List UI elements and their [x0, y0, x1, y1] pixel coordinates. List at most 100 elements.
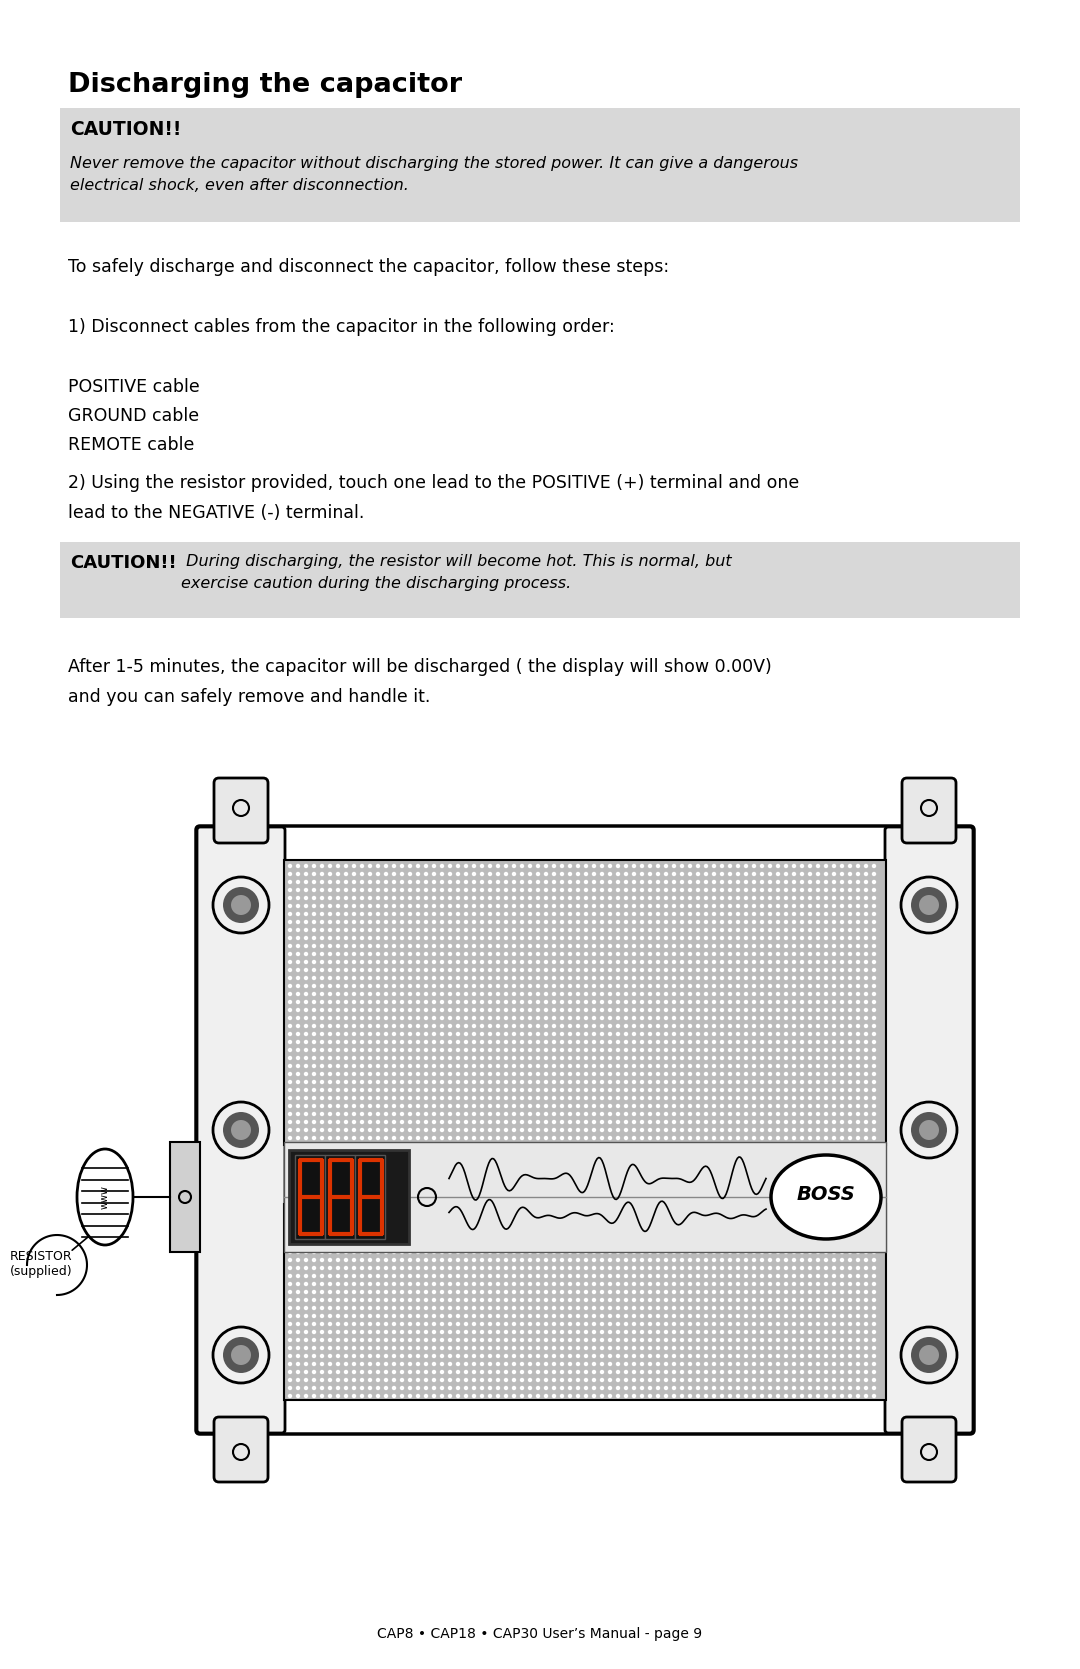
Circle shape — [448, 1265, 453, 1270]
Circle shape — [352, 1218, 356, 1222]
Circle shape — [328, 1290, 333, 1293]
Circle shape — [400, 1305, 404, 1310]
Circle shape — [800, 1273, 805, 1278]
Circle shape — [576, 1000, 580, 1005]
Circle shape — [488, 1314, 492, 1319]
Circle shape — [552, 1258, 556, 1262]
Circle shape — [672, 951, 676, 956]
Circle shape — [599, 896, 604, 900]
Circle shape — [840, 1282, 845, 1287]
Circle shape — [432, 1354, 436, 1359]
Circle shape — [496, 1305, 500, 1310]
Circle shape — [760, 1362, 765, 1367]
Circle shape — [672, 888, 676, 893]
Circle shape — [768, 1056, 772, 1060]
Circle shape — [864, 1385, 868, 1390]
Circle shape — [624, 1210, 629, 1215]
Circle shape — [792, 1048, 796, 1051]
Circle shape — [872, 928, 876, 933]
Circle shape — [432, 1385, 436, 1390]
Circle shape — [440, 943, 444, 948]
Circle shape — [448, 991, 453, 996]
Circle shape — [728, 1031, 732, 1036]
Circle shape — [855, 1048, 860, 1051]
Circle shape — [408, 991, 413, 996]
Circle shape — [480, 1137, 484, 1140]
Circle shape — [679, 1063, 685, 1068]
Circle shape — [328, 865, 333, 868]
Circle shape — [719, 1063, 725, 1068]
Circle shape — [728, 968, 732, 973]
Circle shape — [824, 1071, 828, 1077]
Circle shape — [400, 1282, 404, 1287]
Circle shape — [408, 1379, 413, 1382]
Circle shape — [656, 1273, 660, 1278]
Circle shape — [800, 1088, 805, 1092]
Circle shape — [735, 1314, 740, 1319]
Circle shape — [336, 1112, 340, 1117]
Circle shape — [728, 1097, 732, 1100]
Circle shape — [848, 1000, 852, 1005]
Circle shape — [728, 928, 732, 933]
Circle shape — [648, 1088, 652, 1092]
Circle shape — [287, 1210, 293, 1215]
Circle shape — [432, 1071, 436, 1077]
Circle shape — [287, 1112, 293, 1117]
Circle shape — [552, 896, 556, 900]
Circle shape — [735, 1137, 740, 1140]
Circle shape — [312, 880, 316, 885]
Circle shape — [416, 1385, 420, 1390]
Circle shape — [632, 880, 636, 885]
Circle shape — [648, 1330, 652, 1334]
Circle shape — [392, 1322, 396, 1327]
Circle shape — [775, 1000, 780, 1005]
Circle shape — [808, 1305, 812, 1310]
Circle shape — [679, 896, 685, 900]
Circle shape — [416, 1339, 420, 1342]
Circle shape — [360, 1008, 364, 1011]
Circle shape — [503, 1314, 509, 1319]
Circle shape — [343, 1290, 348, 1293]
Circle shape — [519, 865, 524, 868]
Circle shape — [423, 1314, 428, 1319]
Circle shape — [528, 1097, 532, 1100]
Circle shape — [576, 896, 580, 900]
Circle shape — [824, 1314, 828, 1319]
Circle shape — [848, 1120, 852, 1125]
Circle shape — [815, 1071, 820, 1077]
Circle shape — [472, 1305, 476, 1310]
Circle shape — [303, 888, 308, 893]
Circle shape — [392, 1298, 396, 1302]
Circle shape — [360, 936, 364, 940]
Circle shape — [584, 1080, 589, 1085]
Circle shape — [815, 1298, 820, 1302]
Circle shape — [855, 1290, 860, 1293]
Circle shape — [432, 1128, 436, 1132]
Circle shape — [287, 991, 293, 996]
Circle shape — [848, 911, 852, 916]
Circle shape — [800, 1056, 805, 1060]
Circle shape — [480, 1210, 484, 1215]
Circle shape — [368, 905, 373, 908]
Circle shape — [704, 1016, 708, 1020]
Circle shape — [503, 920, 509, 925]
Circle shape — [840, 1112, 845, 1117]
Circle shape — [512, 1330, 516, 1334]
Circle shape — [503, 1339, 509, 1342]
Circle shape — [392, 1265, 396, 1270]
Circle shape — [287, 1097, 293, 1100]
Circle shape — [824, 1298, 828, 1302]
Circle shape — [568, 983, 572, 988]
Circle shape — [864, 865, 868, 868]
Circle shape — [343, 1370, 348, 1374]
Circle shape — [744, 1048, 748, 1051]
Circle shape — [664, 1048, 669, 1051]
Circle shape — [592, 1048, 596, 1051]
Circle shape — [688, 1080, 692, 1085]
Circle shape — [792, 1298, 796, 1302]
Circle shape — [376, 943, 380, 948]
Circle shape — [512, 1322, 516, 1327]
Circle shape — [360, 1210, 364, 1215]
Circle shape — [616, 1080, 620, 1085]
Circle shape — [544, 1137, 549, 1140]
